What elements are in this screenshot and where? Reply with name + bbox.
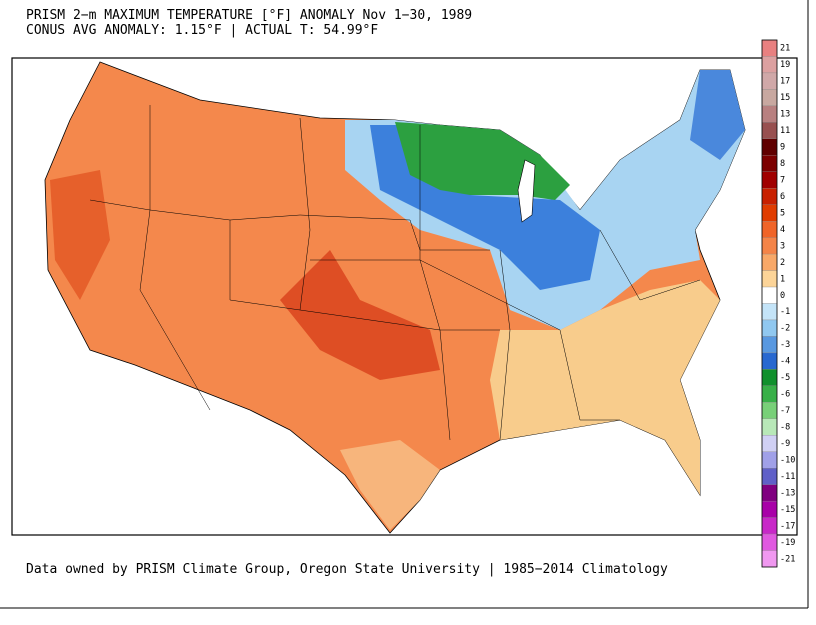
colorbar-swatch [761, 451, 778, 469]
colorbar-swatch [761, 221, 778, 238]
subtitle: CONUS AVG ANOMALY: 1.15°F | ACTUAL T: 54… [26, 23, 378, 38]
colorbar-swatch [761, 155, 778, 172]
colorbar-swatch [761, 39, 778, 57]
colorbar-label: -7 [780, 406, 790, 416]
colorbar-label: 21 [780, 44, 790, 54]
colorbar-swatch [761, 89, 778, 107]
title: PRISM 2−m MAXIMUM TEMPERATURE [°F] ANOMA… [26, 8, 472, 23]
colorbar-label: 1 [780, 274, 785, 284]
colorbar-label: 5 [780, 208, 785, 218]
colorbar-swatch [761, 385, 778, 403]
colorbar-label: -9 [780, 439, 790, 449]
map [11, 57, 798, 536]
colorbar-label: 7 [780, 175, 785, 185]
colorbar-swatch [761, 253, 778, 271]
lake-michigan [517, 159, 536, 223]
colorbar-label: 3 [780, 241, 785, 251]
colorbar-label: -5 [780, 373, 790, 383]
colorbar-label: 2 [780, 258, 785, 268]
colorbar-swatch [761, 122, 778, 139]
colorbar-swatch [761, 484, 778, 502]
yellow-southeast [490, 280, 720, 495]
red-core [280, 250, 440, 380]
colorbar-label: 11 [780, 126, 790, 136]
colorbar-label: -11 [780, 472, 795, 482]
colorbar-swatch [761, 468, 778, 485]
colorbar-swatch [761, 204, 778, 222]
colorbar-label: -15 [780, 505, 795, 515]
colorbar-label: 15 [780, 93, 790, 103]
colorbar-swatch [761, 352, 778, 370]
colorbar: 2119171513119876543210-1-2-3-4-5-6-7-8-9… [761, 39, 795, 568]
colorbar-label: -10 [780, 455, 795, 465]
colorbar-swatch [761, 500, 778, 518]
colorbar-label: 8 [780, 159, 785, 169]
colorbar-label: -4 [780, 357, 790, 367]
colorbar-swatch [761, 171, 778, 189]
colorbar-swatch [761, 270, 778, 288]
red-west [50, 170, 110, 300]
colorbar-swatch [761, 72, 778, 90]
colorbar-swatch [761, 533, 778, 551]
colorbar-swatch [761, 237, 778, 255]
colorbar-label: 17 [780, 77, 790, 87]
colorbar-swatch [761, 369, 778, 386]
colorbar-swatch [761, 336, 778, 354]
colorbar-label: -3 [780, 340, 790, 350]
colorbar-swatch [761, 517, 778, 535]
colorbar-swatch [761, 319, 778, 337]
colorbar-frame [761, 39, 778, 568]
yellow-texas [340, 440, 440, 530]
colorbar-swatch [761, 303, 778, 321]
colorbar-label: -21 [780, 554, 795, 564]
colorbar-label: -13 [780, 488, 795, 498]
colorbar-label: -1 [780, 307, 790, 317]
colorbar-swatch [761, 402, 778, 419]
colorbar-label: 13 [780, 110, 790, 120]
colorbar-swatch [761, 56, 778, 74]
colorbar-label: -8 [780, 423, 790, 433]
colorbar-swatch [761, 418, 778, 436]
colorbar-label: -19 [780, 538, 795, 548]
colorbar-swatch [761, 286, 778, 304]
colorbar-label: -17 [780, 521, 795, 531]
colorbar-label: 4 [780, 225, 785, 235]
colorbar-label: 6 [780, 192, 785, 202]
colorbar-label: 19 [780, 60, 790, 70]
colorbar-label: -6 [780, 390, 790, 400]
colorbar-swatch [761, 550, 778, 568]
colorbar-swatch [761, 435, 778, 452]
colorbar-label: 9 [780, 143, 785, 153]
footer: Data owned by PRISM Climate Group, Orego… [26, 562, 668, 577]
colorbar-label: -2 [780, 324, 790, 334]
colorbar-swatch [761, 188, 778, 205]
colorbar-label: 0 [780, 291, 785, 301]
colorbar-swatch [761, 105, 778, 123]
state-borders [89, 105, 701, 441]
colorbar-swatch [761, 138, 778, 156]
blue-northeast [690, 70, 745, 160]
